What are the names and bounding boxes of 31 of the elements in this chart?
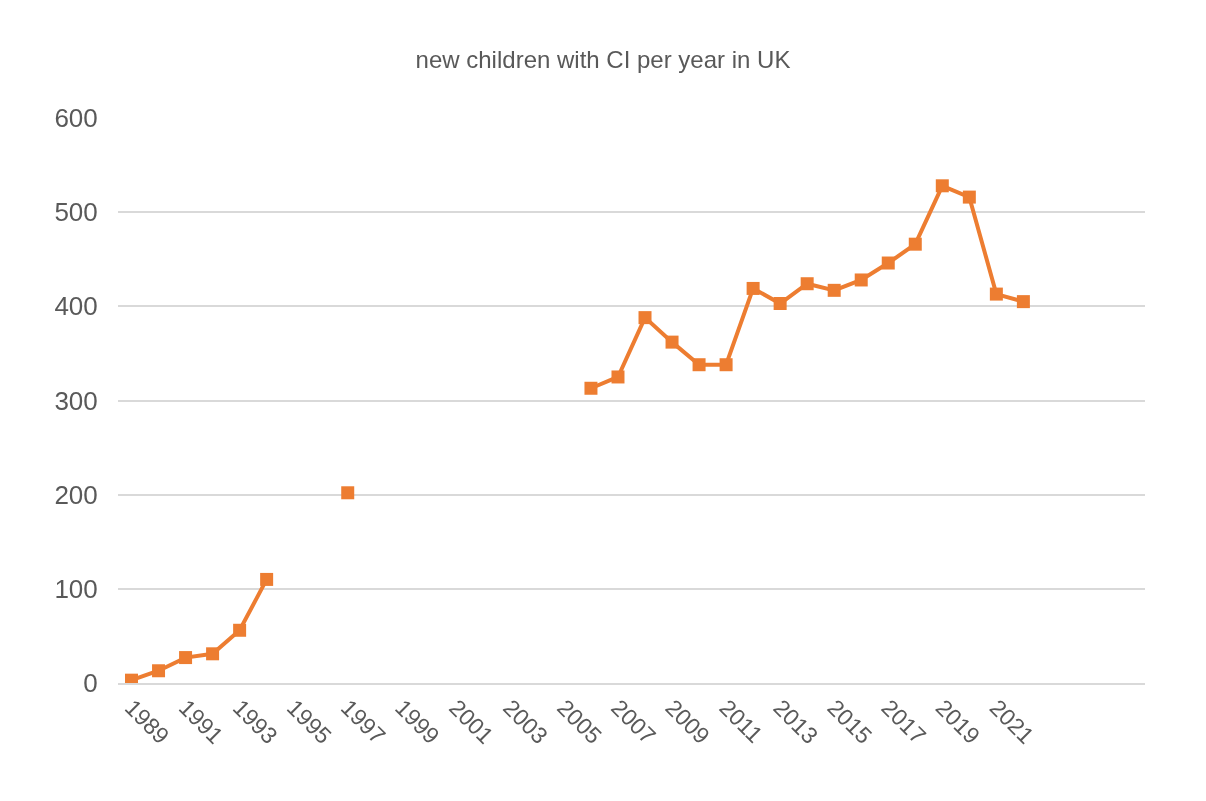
- point: [935, 179, 949, 193]
- point: [665, 335, 679, 349]
- point: [584, 381, 598, 395]
- point: [881, 256, 895, 270]
- y-tick-label: 400: [54, 291, 98, 322]
- chart-title: new children with CI per year in UK: [415, 46, 791, 74]
- point: [854, 273, 868, 287]
- point: [206, 647, 220, 661]
- point: [989, 287, 1003, 301]
- y-tick-label: 600: [54, 103, 98, 134]
- point: [260, 572, 274, 586]
- point: [611, 370, 625, 384]
- point: [827, 283, 841, 297]
- y-tick-label: 500: [54, 197, 98, 228]
- y-tick-label: 100: [54, 573, 98, 604]
- point: [233, 623, 247, 637]
- point: [746, 281, 760, 295]
- y-tick-label: 300: [54, 385, 98, 416]
- point: [908, 237, 922, 251]
- y-tick-label: 0: [83, 668, 98, 699]
- point: [773, 297, 787, 311]
- point: [152, 664, 166, 678]
- point: [1016, 295, 1030, 309]
- point: [962, 190, 976, 204]
- point: [800, 277, 814, 291]
- point: [341, 486, 355, 500]
- point: [692, 358, 706, 372]
- y-tick-label: 200: [54, 479, 98, 510]
- point: [638, 311, 652, 325]
- point: [179, 651, 193, 665]
- point: [719, 358, 733, 372]
